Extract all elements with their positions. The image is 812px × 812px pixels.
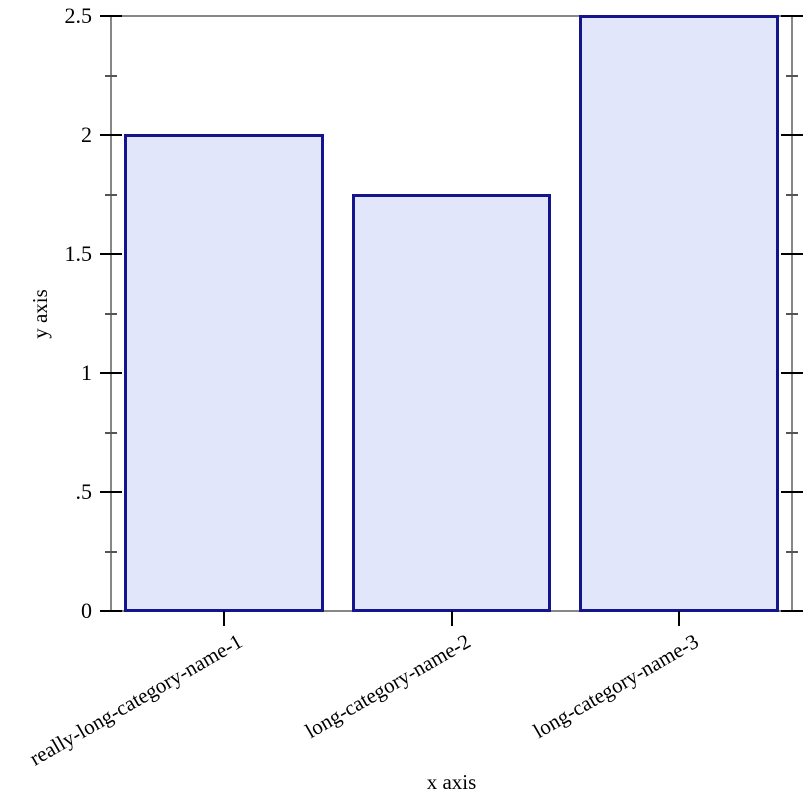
y-major-tick xyxy=(100,491,122,493)
y-tick-label: 0 xyxy=(81,598,92,623)
y-major-tick xyxy=(100,15,122,17)
x-category-tick xyxy=(222,611,225,626)
y-minor-tick xyxy=(786,550,798,553)
y-minor-tick xyxy=(786,312,798,315)
y-major-tick xyxy=(781,15,803,17)
y-axis-label: y axis xyxy=(28,288,52,339)
x-category-tick xyxy=(678,611,681,626)
x-category-label: really-long-category-name-1 xyxy=(25,629,247,771)
y-major-tick xyxy=(781,491,803,493)
bar xyxy=(351,193,552,612)
y-minor-tick xyxy=(105,431,117,434)
y-minor-tick xyxy=(105,193,117,196)
bar xyxy=(579,15,780,612)
y-minor-tick xyxy=(105,550,117,553)
y-minor-tick xyxy=(105,74,117,77)
y-major-tick xyxy=(100,372,122,374)
y-major-tick xyxy=(781,253,803,255)
y-minor-tick xyxy=(786,74,798,77)
y-tick-label: 1 xyxy=(81,360,92,385)
x-category-tick xyxy=(450,611,453,626)
y-major-tick xyxy=(100,610,122,612)
y-minor-tick xyxy=(105,312,117,315)
y-tick-label: 1.5 xyxy=(64,241,93,266)
y-minor-tick xyxy=(786,193,798,196)
y-minor-tick xyxy=(786,431,798,434)
y-major-tick xyxy=(100,134,122,136)
y-major-tick xyxy=(100,253,122,255)
y-major-tick xyxy=(781,372,803,374)
y-tick-label: .5 xyxy=(75,479,93,504)
y-tick-label: 2 xyxy=(81,122,92,147)
bar xyxy=(123,134,324,612)
y-major-tick xyxy=(781,610,803,612)
y-tick-label: 2.5 xyxy=(64,3,93,28)
x-category-label: long-category-name-2 xyxy=(300,629,475,744)
x-category-label: long-category-name-3 xyxy=(528,629,703,744)
y-major-tick xyxy=(781,134,803,136)
x-axis-label: x axis xyxy=(426,770,477,794)
